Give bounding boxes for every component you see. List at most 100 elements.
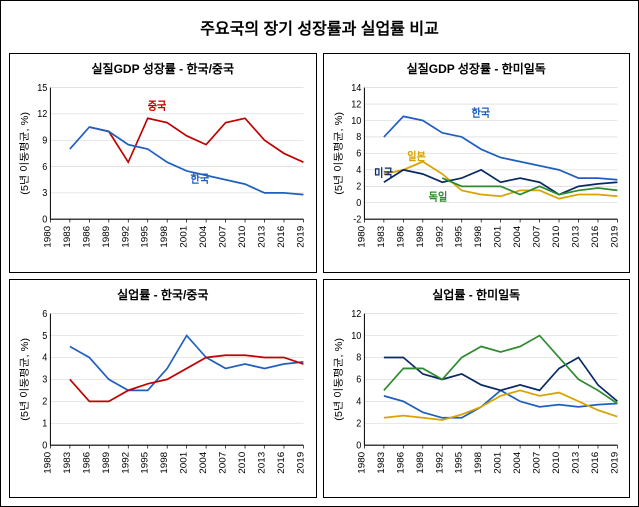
svg-text:2013: 2013 <box>257 451 268 473</box>
svg-text:1998: 1998 <box>160 226 171 248</box>
svg-text:2016: 2016 <box>590 451 601 473</box>
svg-text:(5년 이동평균, %): (5년 이동평균, %) <box>333 112 345 195</box>
svg-text:6: 6 <box>42 308 47 319</box>
svg-text:2010: 2010 <box>237 451 248 473</box>
svg-text:14: 14 <box>351 83 361 94</box>
svg-text:12: 12 <box>37 109 47 120</box>
svg-text:1: 1 <box>42 418 47 429</box>
svg-text:(5년 이동평균, %): (5년 이동평균, %) <box>20 112 32 195</box>
svg-text:2001: 2001 <box>492 226 503 248</box>
svg-text:1980: 1980 <box>356 226 367 248</box>
svg-text:2010: 2010 <box>551 226 562 248</box>
svg-text:2: 2 <box>356 181 361 192</box>
svg-text:(5년 이동평균, %): (5년 이동평균, %) <box>333 338 345 421</box>
svg-text:1983: 1983 <box>62 451 73 473</box>
svg-text:1992: 1992 <box>434 226 445 248</box>
svg-text:2: 2 <box>42 396 47 407</box>
svg-text:한국: 한국 <box>191 172 210 186</box>
svg-text:2001: 2001 <box>179 226 190 248</box>
svg-text:2004: 2004 <box>512 451 523 473</box>
svg-text:3: 3 <box>42 374 47 385</box>
svg-text:0: 0 <box>356 198 361 209</box>
svg-text:0: 0 <box>356 440 361 451</box>
svg-text:2013: 2013 <box>570 451 581 473</box>
svg-text:2010: 2010 <box>551 451 562 473</box>
svg-text:0: 0 <box>42 440 47 451</box>
panel-title: 실질GDP 성장률 - 한국/중국 <box>16 60 310 77</box>
svg-text:0: 0 <box>42 214 47 225</box>
svg-text:10: 10 <box>351 330 361 341</box>
svg-text:12: 12 <box>351 99 361 110</box>
svg-text:2019: 2019 <box>609 451 620 473</box>
svg-text:독일: 독일 <box>428 190 447 204</box>
svg-text:1980: 1980 <box>43 226 54 248</box>
svg-text:2019: 2019 <box>296 451 307 473</box>
panel-unemp-korea-china: 실업률 - 한국/중국 0123456198019831986198919921… <box>9 279 317 499</box>
panel-unemp-kujg: 실업률 - 한미일독 02468101219801983198619891992… <box>323 279 631 499</box>
svg-text:2016: 2016 <box>276 226 287 248</box>
chart-area: -202468101214198019831986198919921995199… <box>330 81 624 268</box>
panel-title: 실질GDP 성장률 - 한미일독 <box>330 60 624 77</box>
svg-text:2016: 2016 <box>276 451 287 473</box>
svg-text:2007: 2007 <box>531 226 542 248</box>
svg-text:1983: 1983 <box>376 226 387 248</box>
svg-text:1998: 1998 <box>160 451 171 473</box>
svg-text:2013: 2013 <box>570 226 581 248</box>
svg-text:2019: 2019 <box>296 226 307 248</box>
svg-text:1989: 1989 <box>101 451 112 473</box>
svg-text:1986: 1986 <box>82 226 93 248</box>
svg-text:1998: 1998 <box>473 226 484 248</box>
svg-text:6: 6 <box>42 162 47 173</box>
svg-text:1989: 1989 <box>101 226 112 248</box>
svg-text:1986: 1986 <box>395 226 406 248</box>
svg-text:1992: 1992 <box>434 451 445 473</box>
svg-text:6: 6 <box>356 148 361 159</box>
svg-text:2004: 2004 <box>198 451 209 473</box>
svg-text:2016: 2016 <box>590 226 601 248</box>
svg-text:4: 4 <box>356 396 361 407</box>
panel-gdp-korea-china: 실질GDP 성장률 - 한국/중국 0369121519801983198619… <box>9 53 317 273</box>
svg-text:-2: -2 <box>353 214 361 225</box>
panel-title: 실업률 - 한미일독 <box>330 286 624 303</box>
svg-text:2004: 2004 <box>512 226 523 248</box>
chart-area: 0369121519801983198619891992199519982001… <box>16 81 310 268</box>
svg-text:2010: 2010 <box>237 226 248 248</box>
svg-text:2007: 2007 <box>531 451 542 473</box>
svg-text:2013: 2013 <box>257 226 268 248</box>
svg-text:미국: 미국 <box>374 166 393 180</box>
svg-text:9: 9 <box>42 135 47 146</box>
svg-text:2001: 2001 <box>492 451 503 473</box>
panel-title: 실업률 - 한국/중국 <box>16 286 310 303</box>
svg-text:10: 10 <box>351 115 361 126</box>
svg-text:일본: 일본 <box>407 150 426 164</box>
svg-text:2007: 2007 <box>218 451 229 473</box>
svg-text:8: 8 <box>356 352 361 363</box>
svg-text:1980: 1980 <box>43 451 54 473</box>
svg-text:4: 4 <box>42 352 47 363</box>
chart-grid: 실질GDP 성장률 - 한국/중국 0369121519801983198619… <box>1 49 638 506</box>
svg-text:2004: 2004 <box>198 226 209 248</box>
svg-text:5: 5 <box>42 330 47 341</box>
figure-container: 주요국의 장기 성장률과 실업률 비교 실질GDP 성장률 - 한국/중국 0 3… <box>0 0 639 507</box>
svg-text:2001: 2001 <box>179 451 190 473</box>
svg-text:(5년 이동평균, %): (5년 이동평균, %) <box>20 338 32 421</box>
svg-text:2019: 2019 <box>609 226 620 248</box>
svg-text:4: 4 <box>356 165 361 176</box>
svg-text:1995: 1995 <box>140 226 151 248</box>
svg-text:2007: 2007 <box>218 226 229 248</box>
svg-text:1998: 1998 <box>473 451 484 473</box>
svg-text:1986: 1986 <box>395 451 406 473</box>
svg-text:1983: 1983 <box>376 451 387 473</box>
svg-text:1995: 1995 <box>454 451 465 473</box>
panel-gdp-kujg: 실질GDP 성장률 - 한미일독 -2024681012141980198319… <box>323 53 631 273</box>
svg-text:1992: 1992 <box>121 451 132 473</box>
main-title: 주요국의 장기 성장률과 실업률 비교 <box>1 1 638 49</box>
svg-text:1992: 1992 <box>121 226 132 248</box>
svg-text:15: 15 <box>37 83 47 94</box>
svg-text:1995: 1995 <box>454 226 465 248</box>
svg-text:12: 12 <box>351 308 361 319</box>
svg-text:1995: 1995 <box>140 451 151 473</box>
svg-text:6: 6 <box>356 374 361 385</box>
svg-text:1980: 1980 <box>356 451 367 473</box>
svg-text:중국: 중국 <box>148 100 167 112</box>
